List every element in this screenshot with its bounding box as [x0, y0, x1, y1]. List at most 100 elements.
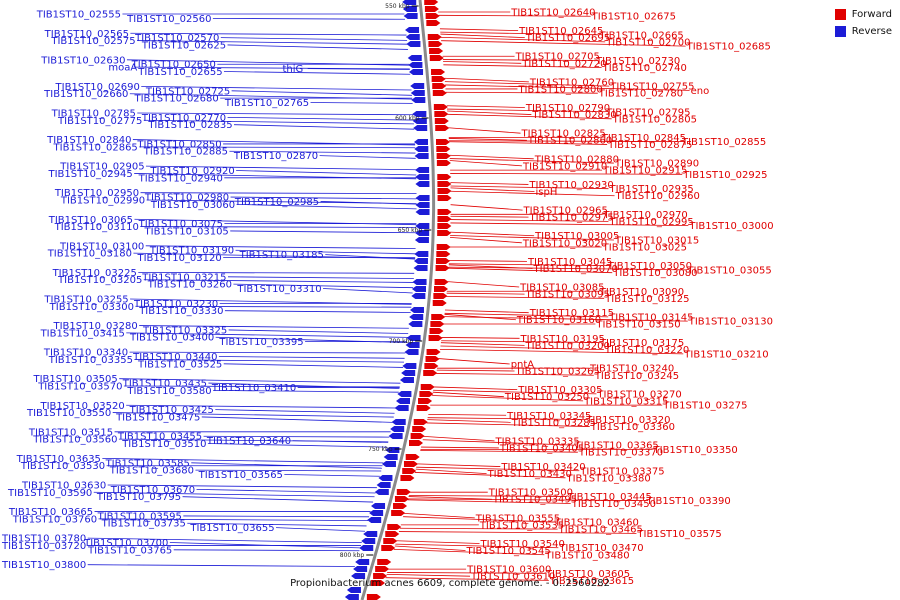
reverse-gene-label: TIB1ST10_03440 [132, 352, 217, 363]
reverse-gene-label: TIB1ST10_02885 [143, 147, 228, 158]
reverse-leader-line [107, 484, 377, 489]
forward-gene-label: TIB1ST10_03460 [554, 518, 639, 529]
forward-leader-line [404, 512, 475, 519]
reverse-gene-label: TIB1ST10_02980 [144, 193, 229, 204]
forward-gene-arrow [429, 48, 444, 54]
reverse-gene-label: TIB1ST10_02835 [147, 120, 232, 131]
forward-gene-label: ispH [536, 187, 558, 198]
reverse-leader-line [276, 527, 366, 532]
forward-gene-arrow [429, 328, 444, 334]
forward-gene-arrow [435, 125, 450, 131]
forward-gene-label: TIB1ST10_03055 [686, 265, 771, 276]
reverse-gene-arrow [412, 111, 427, 117]
forward-leader-line [396, 540, 480, 544]
forward-gene-label: TIB1ST10_02935 [608, 184, 693, 195]
forward-gene-label: TIB1ST10_02825 [521, 129, 606, 140]
forward-gene-label: TIB1ST10_03500 [488, 488, 573, 499]
reverse-gene-label: TIB1ST10_02850 [136, 139, 221, 150]
forward-gene-label: TIB1ST10_03150 [595, 319, 680, 330]
forward-leader-line [450, 231, 535, 237]
forward-gene-label: TIB1ST10_02975 [528, 213, 613, 224]
forward-gene-label: TIB1ST10_03375 [579, 466, 664, 477]
forward-gene-label: TIB1ST10_03555 [475, 513, 560, 524]
reverse-gene-label: TIB1ST10_03280 [52, 321, 137, 332]
reverse-gene-arrow [412, 286, 427, 292]
reverse-leader-line [319, 155, 416, 159]
forward-leader-line [414, 472, 566, 479]
forward-gene-arrow [424, 363, 439, 369]
reverse-leader-line [119, 378, 401, 384]
reverse-leader-line [133, 66, 410, 70]
forward-gene-arrow [433, 293, 448, 299]
forward-leader-line [423, 436, 495, 442]
reverse-gene-arrow [397, 391, 412, 397]
reverse-gene-label: TIB1ST10_03075 [138, 219, 223, 230]
forward-gene-arrow [437, 188, 452, 194]
gene-arrows [344, 0, 452, 600]
reverse-gene-label: TIB1ST10_03255 [43, 294, 128, 305]
forward-gene-arrow [434, 111, 449, 117]
reverse-gene-label: TIB1ST10_02920 [149, 166, 234, 177]
forward-leader-line [444, 81, 610, 87]
forward-gene-label: TIB1ST10_03220 [604, 345, 689, 356]
reverse-gene-arrow [353, 566, 368, 572]
reverse-gene-arrow [414, 153, 429, 159]
reverse-gene-arrow [410, 90, 425, 96]
forward-gene-arrow [436, 153, 451, 159]
forward-gene-arrow [437, 216, 452, 222]
reverse-gene-label: TIB1ST10_03415 [40, 328, 125, 339]
reverse-gene-arrow [413, 265, 428, 271]
legend-forward: Forward [834, 6, 892, 23]
forward-leader-line [439, 348, 684, 355]
forward-gene-label: TIB1ST10_02795 [605, 107, 690, 118]
forward-gene-arrow [427, 34, 442, 40]
forward-gene-arrow [432, 300, 447, 306]
reverse-gene-arrow [367, 517, 382, 523]
forward-gene-arrow [385, 531, 400, 537]
forward-gene-label: TIB1ST10_03605 [545, 569, 630, 580]
reverse-leader-line [218, 356, 405, 359]
forward-gene-label: TIB1ST10_03145 [608, 312, 693, 323]
reverse-gene-label: TIB1ST10_02840 [46, 135, 131, 146]
forward-gene-label: TIB1ST10_02640 [510, 8, 595, 19]
reverse-gene-arrow [406, 335, 421, 341]
forward-gene-label: TIB1ST10_03430 [487, 469, 572, 480]
forward-gene-arrow [366, 594, 381, 600]
reverse-gene-label: TIB1ST10_03455 [117, 432, 202, 443]
legend: Forward Reverse [834, 6, 892, 40]
forward-gene-arrow [387, 524, 402, 530]
forward-gene-arrow [409, 440, 424, 446]
reverse-gene-label: TIB1ST10_03585 [105, 458, 190, 469]
forward-gene-label: TIB1ST10_03245 [594, 371, 679, 382]
forward-gene-arrow [431, 69, 446, 75]
forward-gene-label: TIB1ST10_03370 [578, 448, 663, 459]
reverse-gene-label: TIB1ST10_03310 [236, 284, 321, 295]
reverse-gene-arrow [406, 41, 421, 47]
forward-gene-arrow [437, 181, 452, 187]
reverse-leader-line [196, 488, 376, 494]
forward-gene-label: TIB1ST10_03315 [583, 396, 668, 407]
forward-leader-line [432, 395, 584, 402]
reverse-gene-label: TIB1ST10_03595 [97, 511, 182, 522]
forward-gene-arrow [419, 391, 434, 397]
forward-leader-line [450, 185, 609, 190]
forward-gene-label: TIB1ST10_03080 [612, 268, 697, 279]
forward-gene-arrow [431, 76, 446, 82]
forward-gene-label: TIB1ST10_03095 [525, 290, 610, 301]
reverse-gene-arrow [355, 559, 370, 565]
forward-gene-label: TIB1ST10_03360 [590, 422, 675, 433]
reverse-gene-label: TIB1ST10_02775 [57, 116, 142, 127]
reverse-leader-line [126, 404, 396, 409]
forward-gene-arrow [434, 279, 449, 285]
reverse-gene-label: TIB1ST10_03515 [28, 427, 113, 438]
reverse-gene-label: TIB1ST10_03510 [121, 439, 206, 450]
forward-leader-line [417, 463, 501, 467]
forward-leader-line [448, 264, 533, 269]
reverse-gene-arrow [412, 279, 427, 285]
reverse-leader-line [143, 279, 414, 283]
forward-leader-line [439, 28, 519, 31]
reverse-leader-line [118, 438, 389, 443]
forward-gene-label: TIB1ST10_03000 [688, 221, 773, 232]
reverse-leader-line [123, 385, 400, 388]
forward-gene-arrow [433, 104, 448, 110]
